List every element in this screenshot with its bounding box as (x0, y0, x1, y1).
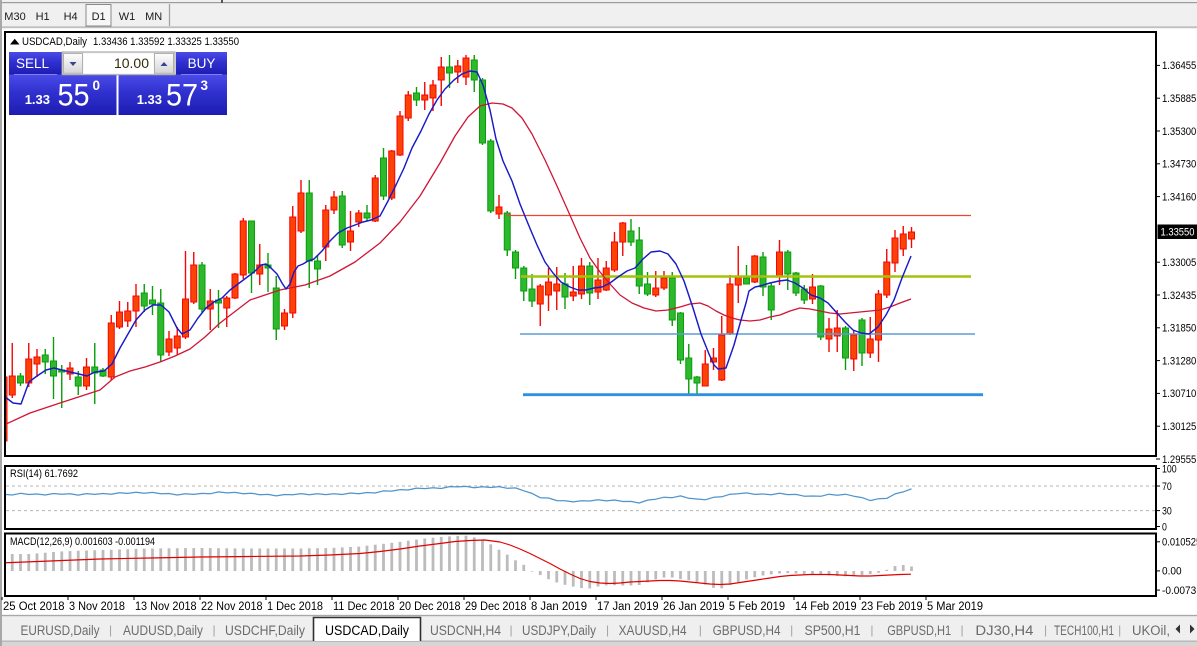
svg-text:5 Feb 2019: 5 Feb 2019 (729, 601, 785, 613)
svg-text:D1: D1 (92, 11, 106, 23)
svg-text:1.31850: 1.31850 (1162, 323, 1196, 335)
svg-text:|: | (1118, 623, 1121, 637)
svg-text:GBPUSD,H1: GBPUSD,H1 (887, 623, 951, 638)
svg-text:1.30710: 1.30710 (1162, 388, 1196, 400)
svg-text:22 Nov 2018: 22 Nov 2018 (201, 601, 263, 613)
svg-text:|: | (606, 623, 609, 637)
svg-text:W1: W1 (119, 11, 136, 23)
svg-text:|: | (1044, 623, 1047, 637)
svg-text:SP500,H1: SP500,H1 (805, 623, 861, 638)
svg-text:USDCAD,Daily: USDCAD,Daily (325, 623, 409, 638)
svg-text:26 Jan 2019: 26 Jan 2019 (663, 601, 725, 613)
svg-text:-0.0073: -0.0073 (1162, 585, 1196, 597)
svg-text:100: 100 (1162, 463, 1177, 475)
svg-text:1.33550: 1.33550 (1161, 227, 1195, 239)
svg-text:1.36455: 1.36455 (1162, 60, 1196, 72)
svg-text:3: 3 (201, 78, 209, 93)
svg-text:MN: MN (145, 11, 162, 23)
svg-text:AUDUSD,Daily: AUDUSD,Daily (123, 623, 203, 638)
svg-text:1.32435: 1.32435 (1162, 290, 1196, 302)
svg-text:H4: H4 (64, 11, 78, 23)
svg-text:|: | (961, 623, 964, 637)
svg-text:H1: H1 (36, 11, 50, 23)
svg-text:55: 55 (58, 77, 90, 113)
svg-text:1.35300: 1.35300 (1162, 126, 1196, 138)
svg-text:1.29555: 1.29555 (1162, 454, 1196, 466)
svg-text:25 Oct 2018: 25 Oct 2018 (3, 601, 65, 613)
svg-text:|: | (870, 623, 873, 637)
svg-text:UKOil,: UKOil, (1132, 623, 1170, 638)
svg-text:USDCHF,Daily: USDCHF,Daily (225, 623, 305, 638)
svg-text:EURUSD,Daily: EURUSD,Daily (21, 623, 100, 638)
svg-text:1.33: 1.33 (25, 92, 50, 107)
svg-text:DJ30,H4: DJ30,H4 (975, 623, 1034, 638)
svg-text:|: | (212, 623, 215, 637)
svg-text:57: 57 (166, 77, 198, 113)
svg-text:1.34160: 1.34160 (1162, 191, 1196, 203)
svg-text:|: | (109, 623, 112, 637)
svg-text:|: | (509, 623, 512, 637)
svg-text:1.34730: 1.34730 (1162, 159, 1196, 171)
svg-text:10.00: 10.00 (114, 55, 149, 71)
svg-text:RSI(14) 61.7692: RSI(14) 61.7692 (10, 468, 78, 480)
svg-text:1.33005: 1.33005 (1162, 257, 1196, 269)
svg-text:20 Dec 2018: 20 Dec 2018 (399, 601, 461, 613)
svg-text:0: 0 (1162, 521, 1167, 533)
svg-text:1.30125: 1.30125 (1162, 421, 1196, 433)
svg-text:14 Feb 2019: 14 Feb 2019 (795, 601, 857, 613)
svg-text:BUY: BUY (188, 56, 216, 71)
svg-text:13 Nov 2018: 13 Nov 2018 (135, 601, 197, 613)
svg-text:0: 0 (93, 78, 101, 93)
svg-text:29 Dec 2018: 29 Dec 2018 (465, 601, 527, 613)
svg-text:SELL: SELL (16, 56, 50, 71)
svg-text:TECH100,H1: TECH100,H1 (1054, 623, 1114, 638)
svg-text:1.35885: 1.35885 (1162, 93, 1196, 105)
svg-text:|: | (790, 623, 793, 637)
svg-text:0.00: 0.00 (1162, 566, 1182, 578)
svg-text:USDCAD,Daily: USDCAD,Daily (22, 36, 87, 48)
svg-text:MACD(12,26,9) 0.001603 -0.0011: MACD(12,26,9) 0.001603 -0.001194 (10, 536, 155, 548)
svg-text:1.33436 1.33592 1.33325 1.3355: 1.33436 1.33592 1.33325 1.33550 (93, 36, 239, 48)
svg-text:USDCNH,H4: USDCNH,H4 (430, 623, 501, 638)
svg-text:11 Dec 2018: 11 Dec 2018 (333, 601, 395, 613)
svg-text:30: 30 (1162, 505, 1172, 517)
svg-text:XAUUSD,H4: XAUUSD,H4 (619, 623, 687, 638)
svg-text:17 Jan 2019: 17 Jan 2019 (597, 601, 659, 613)
svg-text:1.33: 1.33 (137, 92, 162, 107)
svg-text:3 Nov 2018: 3 Nov 2018 (69, 601, 125, 613)
svg-text:GBPUSD,H4: GBPUSD,H4 (713, 623, 781, 638)
svg-text:|: | (699, 623, 702, 637)
svg-text:USDJPY,Daily: USDJPY,Daily (522, 623, 596, 638)
svg-text:5 Mar 2019: 5 Mar 2019 (927, 601, 983, 613)
svg-text:1 Dec 2018: 1 Dec 2018 (267, 601, 323, 613)
svg-text:1.31280: 1.31280 (1162, 355, 1196, 367)
svg-text:8 Jan 2019: 8 Jan 2019 (531, 601, 587, 613)
svg-text:23 Feb 2019: 23 Feb 2019 (861, 601, 923, 613)
svg-text:M30: M30 (4, 11, 25, 23)
svg-text:0.010525: 0.010525 (1162, 537, 1197, 549)
svg-text:70: 70 (1162, 481, 1172, 493)
